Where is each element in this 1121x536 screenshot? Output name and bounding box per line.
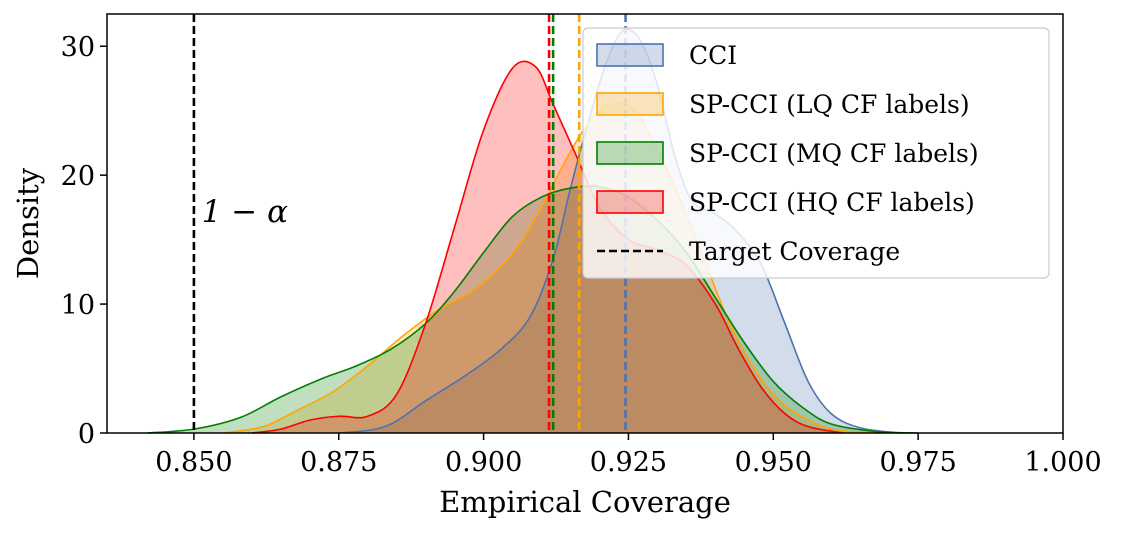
density-area-2: [147, 186, 919, 433]
y-axis-label: Density: [11, 167, 45, 279]
legend-label: Target Coverage: [689, 237, 900, 266]
x-tick-label: 0.850: [155, 447, 232, 478]
legend-label: CCI: [689, 41, 737, 70]
legend-swatch: [596, 141, 664, 165]
y-tick-label: 0: [78, 419, 95, 450]
x-tick-label: 0.875: [300, 447, 377, 478]
alpha-annotation: 1 − α: [202, 194, 288, 230]
x-tick-label: 0.925: [590, 447, 667, 478]
legend-box: [582, 27, 1050, 279]
legend: CCI SP-CCI (LQ CF labels) SP-CCI (MQ CF la…: [582, 27, 1050, 279]
density-curve-2: [147, 185, 919, 434]
density-curve-3: [251, 60, 843, 434]
legend-swatch: [596, 43, 664, 67]
y-axis-ticks: 0 10 20 30: [61, 32, 107, 450]
legend-swatch: [596, 92, 664, 116]
legend-label: SP-CCI (LQ CF labels): [689, 90, 970, 119]
x-axis-ticks: 0.850 0.875 0.900 0.925 0.950 0.975 1.000: [155, 433, 1102, 478]
legend-label: SP-CCI (HQ CF labels): [689, 188, 975, 217]
y-tick-label: 30: [61, 32, 95, 63]
legend-label: SP-CCI (MQ CF labels): [689, 139, 979, 168]
x-tick-label: 0.950: [735, 447, 812, 478]
plot-frame: [106, 13, 1064, 434]
x-axis-label: Empirical Coverage: [439, 485, 731, 519]
y-tick-label: 10: [61, 290, 95, 321]
x-tick-label: 0.975: [880, 447, 957, 478]
density-area-3: [251, 61, 843, 433]
x-tick-label: 0.900: [445, 447, 522, 478]
density-curve-1: [222, 102, 878, 434]
y-tick-label: 20: [61, 161, 95, 192]
x-tick-label: 1.000: [1024, 447, 1101, 478]
legend-swatch: [596, 190, 664, 214]
